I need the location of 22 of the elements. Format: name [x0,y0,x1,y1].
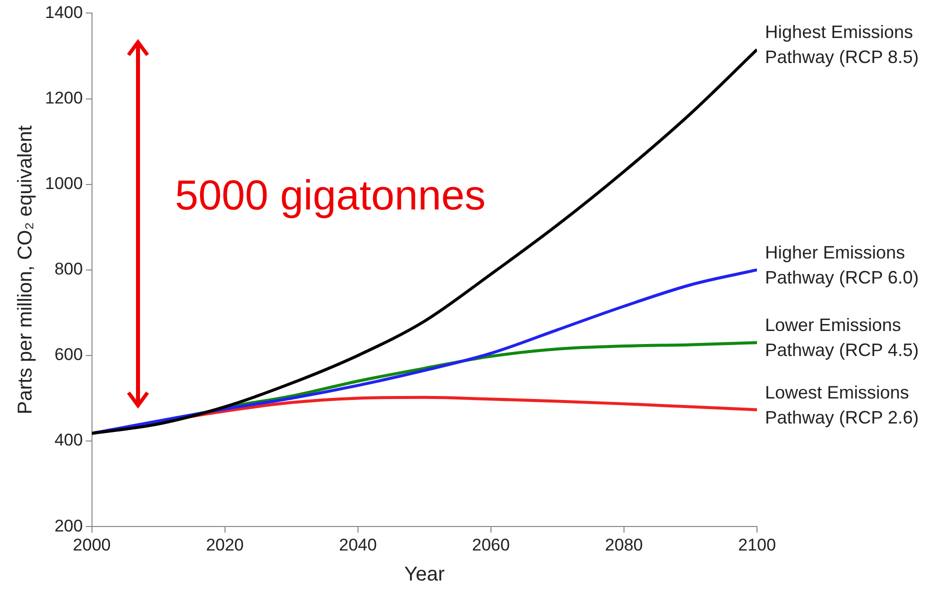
y-tick-label: 1200 [44,88,83,108]
x-tick-label: 2020 [206,535,244,554]
y-axis-title: Parts per million, CO₂ equivalent [14,124,37,414]
series-label: Lowest Emissions Pathway (RCP 2.6) [765,382,919,428]
x-tick-label: 2040 [338,535,377,554]
y-tick-label: 400 [54,430,83,450]
x-tick-label: 2000 [72,535,111,554]
x-tick-label: 2060 [472,535,510,554]
y-tick-label: 1400 [44,2,83,22]
line-series [92,48,757,435]
y-tick-label: 200 [54,516,83,536]
line-series [92,268,757,435]
series-label: Lower Emissions Pathway (RCP 4.5) [765,315,919,360]
y-tick-label: 1000 [44,174,83,194]
annotation: 5000 gigatonnes [174,172,486,219]
x-axis-title: Year [404,564,445,586]
x-tick-label: 2100 [738,535,776,554]
y-tick-label: 800 [54,260,83,279]
series-label: Highest Emissions Pathway (RCP 8.5) [765,22,919,68]
y-tick-label: 600 [54,345,83,364]
series-label: Higher Emissions Pathway (RCP 6.0) [765,242,919,288]
x-tick-label: 2080 [605,535,643,554]
